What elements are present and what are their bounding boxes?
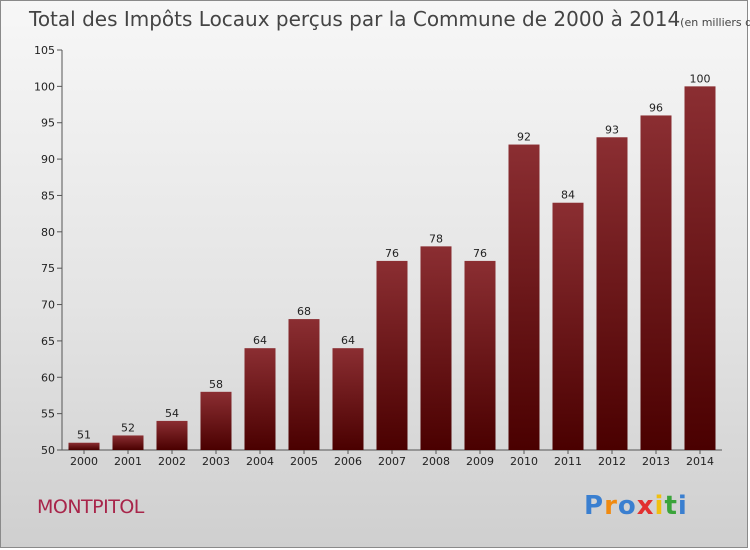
data-label: 76 [385,247,399,260]
bar [244,348,276,450]
x-tick-label: 2012 [598,455,626,468]
bar [156,420,188,450]
x-tick-label: 2003 [202,455,230,468]
data-label: 92 [517,131,531,144]
bar [288,319,320,450]
data-label: 96 [649,101,663,114]
bar [420,246,452,450]
y-tick-label: 90 [41,153,55,166]
bar [640,115,672,451]
data-label: 58 [209,378,223,391]
y-tick-label: 95 [41,117,55,130]
proxiti-logo: Proxiti [584,491,688,521]
bar [596,137,628,451]
x-tick-label: 2008 [422,455,450,468]
bar [552,202,584,450]
chart-title: Total des Impôts Locaux perçus par la Co… [29,7,750,31]
x-tick-label: 2004 [246,455,274,468]
data-label: 64 [341,334,355,347]
y-tick-label: 105 [34,44,55,57]
x-tick-label: 2006 [334,455,362,468]
y-tick-label: 75 [41,262,55,275]
y-tick-label: 70 [41,299,55,312]
data-label: 68 [297,305,311,318]
data-label: 52 [121,421,135,434]
logo-letter: i [654,491,665,521]
commune-name: MONTPITOL [37,496,144,518]
bar [68,442,100,450]
y-tick-label: 80 [41,226,55,239]
x-tick-label: 2005 [290,455,318,468]
chart-subtitle: (en milliers d'€) [680,16,750,29]
data-label: 78 [429,232,443,245]
x-tick-label: 2002 [158,455,186,468]
x-tick-label: 2010 [510,455,538,468]
bar [112,435,144,450]
logo-letter: x [636,491,655,521]
bar [464,260,496,450]
x-tick-label: 2014 [686,455,714,468]
bar [200,391,232,450]
chart-title-text: Total des Impôts Locaux perçus par la Co… [29,7,681,31]
logo-letter: t [664,491,678,521]
logo-letter: r [604,491,618,521]
logo-letter: o [617,491,637,521]
data-label: 84 [561,189,575,202]
x-tick-label: 2007 [378,455,406,468]
y-tick-label: 65 [41,335,55,348]
bars: 51 52 54 58 64 68 64 76 78 76 92 84 93 96 100 [68,72,716,451]
logo-letter: P [584,491,605,521]
x-tick-label: 2000 [70,455,98,468]
data-label: 93 [605,123,619,136]
x-tick-label: 2013 [642,455,670,468]
data-label: 51 [77,429,91,442]
bar [376,260,408,450]
y-tick-label: 100 [34,80,55,93]
data-label: 100 [690,72,711,85]
bar [684,86,716,450]
x-tick-label: 2009 [466,455,494,468]
x-tick-label: 2001 [114,455,142,468]
bar [508,144,540,450]
y-tick-label: 85 [41,189,55,202]
bar [332,348,364,450]
y-tick-label: 60 [41,371,55,384]
data-label: 76 [473,247,487,260]
data-label: 54 [165,407,179,420]
data-label: 64 [253,334,267,347]
logo-letter: i [677,491,688,521]
x-tick-label: 2011 [554,455,582,468]
y-tick-label: 55 [41,408,55,421]
y-tick-label: 50 [41,444,55,457]
